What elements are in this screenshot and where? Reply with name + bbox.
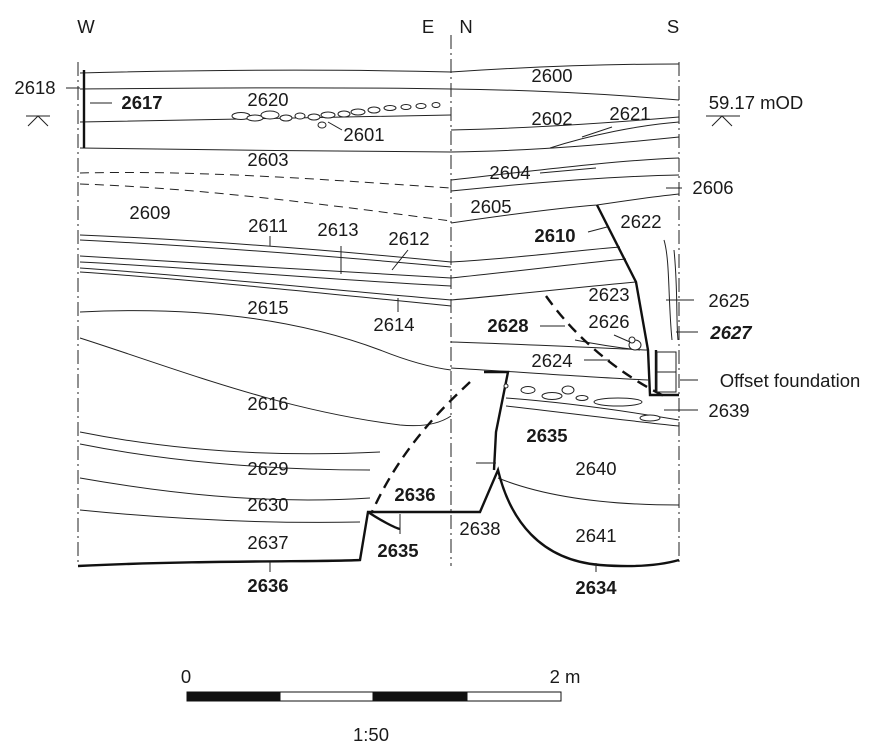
- cut-outlines: [77, 70, 680, 568]
- context-2629: 2629: [247, 458, 288, 479]
- context-2636-upper: 2636: [394, 484, 435, 505]
- context-2638: 2638: [459, 518, 500, 539]
- context-2617: 2617: [121, 92, 162, 113]
- context-2614: 2614: [373, 314, 414, 335]
- scale-start-label: 0: [181, 666, 191, 687]
- context-2640: 2640: [575, 458, 616, 479]
- leader-lines: [66, 87, 698, 572]
- context-2624: 2624: [531, 350, 572, 371]
- context-offset-foundation: Offset foundation: [720, 370, 861, 391]
- orientation-west: W: [77, 16, 95, 37]
- datum-label-left: 2618: [14, 77, 55, 98]
- context-2621: 2621: [609, 103, 650, 124]
- context-2604: 2604: [489, 162, 530, 183]
- context-2639: 2639: [708, 400, 749, 421]
- context-2634: 2634: [575, 577, 617, 598]
- scale-bar: 0 2 m 1:50: [181, 666, 581, 745]
- context-2612: 2612: [388, 228, 429, 249]
- context-2635-upper: 2635: [526, 425, 567, 446]
- datum-marker-right: [706, 115, 740, 127]
- orientation-south: S: [667, 16, 679, 37]
- stones-2639: [503, 383, 661, 422]
- scale-ratio-label: 1:50: [353, 724, 389, 745]
- context-2625: 2625: [708, 290, 749, 311]
- context-2641: 2641: [575, 525, 616, 546]
- scale-end-label: 2 m: [550, 666, 581, 687]
- datum-label-right: 59.17 mOD: [709, 92, 804, 113]
- context-2609: 2609: [129, 202, 170, 223]
- context-2602: 2602: [531, 108, 572, 129]
- datum-marker-left: [26, 115, 50, 127]
- context-2623: 2623: [588, 284, 629, 305]
- context-2627: 2627: [709, 322, 753, 343]
- context-2622: 2622: [620, 211, 661, 232]
- offset-foundation-blocks: [628, 239, 679, 393]
- context-2620: 2620: [247, 89, 288, 110]
- context-2635-lower: 2635: [377, 540, 418, 561]
- context-2628: 2628: [487, 315, 528, 336]
- context-2611: 2611: [248, 215, 288, 236]
- context-2615: 2615: [247, 297, 288, 318]
- context-2603: 2603: [247, 149, 288, 170]
- context-2613: 2613: [317, 219, 358, 240]
- context-2600: 2600: [531, 65, 572, 86]
- context-2616: 2616: [247, 393, 288, 414]
- context-labels: 2600 2617 2620 2601 2602 2621 2603 2604 …: [121, 65, 860, 598]
- orientation-east: E: [422, 16, 434, 37]
- context-2637: 2637: [247, 532, 288, 553]
- context-2630: 2630: [247, 494, 288, 515]
- context-2605: 2605: [470, 196, 511, 217]
- stones-2601: [231, 102, 441, 129]
- context-2626: 2626: [588, 311, 629, 332]
- context-2610: 2610: [534, 225, 575, 246]
- context-2606: 2606: [692, 177, 733, 198]
- context-2601: 2601: [343, 124, 384, 145]
- orientation-north: N: [459, 16, 472, 37]
- context-2636-lower: 2636: [247, 575, 288, 596]
